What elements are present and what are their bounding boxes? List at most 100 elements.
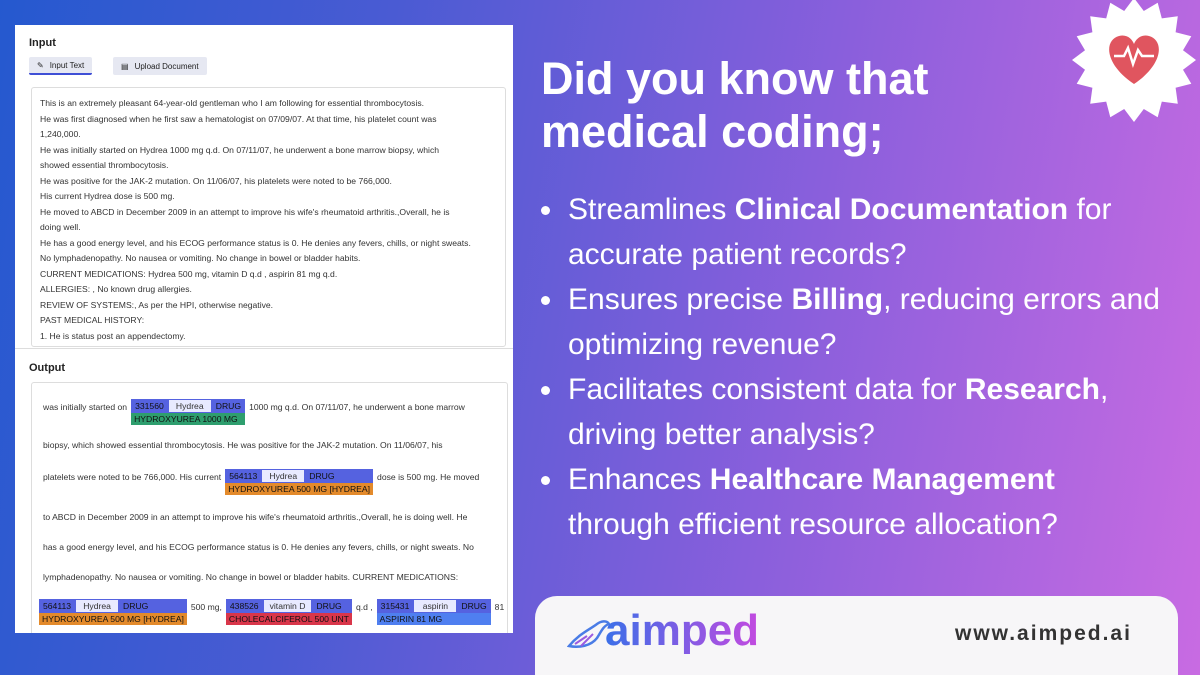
bullet-text: through efficient resource allocation? (568, 508, 1058, 541)
input-line: ALLERGIES: , No known drug allergies. (40, 284, 192, 294)
bullet-bold: Research (964, 373, 1100, 406)
logo-text: aimped (605, 606, 760, 655)
input-line: CURRENT MEDICATIONS: Hydrea 500 mg, vita… (40, 268, 338, 279)
bullet: Ensures precise Billing, reducing errors… (541, 277, 1161, 367)
bullet-text: Enhances (568, 463, 710, 496)
website-url[interactable]: www.aimped.ai (955, 622, 1132, 645)
input-line: He was first diagnosed when he first saw… (40, 113, 437, 124)
bullet-bold: Healthcare Management (709, 463, 1055, 496)
entity[interactable]: 315431 aspirin DRUG ASPIRIN 81 MG (376, 599, 491, 625)
badge (1072, 0, 1196, 122)
entity-header: 315431 aspirin DRUG (376, 599, 491, 613)
input-line: doing well. (40, 222, 81, 232)
entity-code: 438526 (229, 601, 259, 611)
entity-label: HYDROXYUREA 500 MG [HYDREA] (225, 483, 374, 495)
entity-header: 331560 Hydrea DRUG (131, 399, 246, 413)
output-text: 1000 mg q.d. On 07/11/07, he underwent a… (249, 402, 465, 412)
input-line: He was positive for the JAK-2 mutation. … (40, 175, 392, 186)
entity[interactable]: 331560 Hydrea DRUG HYDROXYUREA 1000 MG (131, 399, 246, 425)
output-row: lymphadenopathy. No nausea or vomiting. … (39, 569, 462, 582)
icon: ✎ (37, 60, 44, 70)
tab-label[interactable]: Upload Document (134, 61, 199, 71)
pulse (1114, 44, 1154, 68)
entity-code: 564113 (43, 601, 72, 611)
input-line: His current Hydrea dose is 500 mg. (40, 191, 175, 201)
divider (15, 348, 513, 349)
entity-header: 564113 Hydrea DRUG (225, 469, 374, 483)
entity-code: 564113 (229, 471, 258, 481)
entity-header: 438526 vitamin D DRUG (225, 599, 352, 613)
input-line: 1,240,000. (40, 129, 81, 139)
output-row: has a good energy level, and his ECOG pe… (39, 539, 478, 552)
entity-code: 315431 (380, 601, 410, 611)
bullet: Streamlines Clinical Documentation for a… (541, 187, 1161, 277)
headline: Did you know that medical coding; (541, 52, 929, 158)
input-textarea[interactable]: This is an extremely pleasant 64-year-ol… (31, 87, 506, 347)
bullet: Facilitates consistent data for Research… (541, 367, 1161, 457)
tab-label[interactable]: Input Text (49, 60, 85, 70)
entity[interactable]: 564113 Hydrea DRUG HYDROXYUREA 500 MG [HYDR… (225, 469, 374, 495)
output-box: was initially started on 331560 Hydrea DRUG… (31, 382, 508, 633)
output-text: platelets were noted to be 766,000. His … (43, 472, 222, 482)
output-row: 564113 Hydrea DRUG HYDROXYUREA 500 MG [HYDR… (39, 599, 507, 625)
entity-label: HYDROXYUREA 1000 MG (131, 413, 246, 425)
entity-word: vitamin D (263, 600, 312, 612)
entity-label: CHOLECALCIFEROL 500 UNT (225, 613, 352, 625)
input-title: Input (29, 37, 56, 49)
entity-tag: DRUG (309, 471, 335, 481)
tab[interactable]: ▤ Upload Document (113, 57, 207, 75)
output-row: to ABCD in December 2009 in an attempt t… (39, 509, 471, 522)
footer: aimped www.aimped.ai (535, 596, 1178, 675)
bullet-text: , reducing errors and optimizing revenue… (568, 283, 1160, 361)
input-line: This is an extremely pleasant 64-year-ol… (40, 98, 425, 108)
output-text: 500 mg, (190, 602, 222, 612)
output-text: has a good energy level, and his ECOG pe… (43, 542, 474, 552)
entity-word: Hydrea (168, 400, 211, 412)
bullet-list: Streamlines Clinical Documentation for a… (541, 187, 1161, 547)
output-row: platelets were noted to be 766,000. His … (39, 469, 483, 495)
output-text: biopsy, which showed essential thrombocy… (43, 440, 443, 450)
bullet-text: Facilitates consistent data for (568, 373, 965, 406)
entity-header: 564113 Hydrea DRUG (39, 599, 187, 613)
tab[interactable]: ✎ Input Text (29, 57, 93, 75)
entity-label: HYDROXYUREA 500 MG [HYDREA] (39, 613, 187, 625)
entity[interactable]: 438526 vitamin D DRUG CHOLECALCIFEROL 500 U… (225, 599, 352, 625)
entity-code: 331560 (135, 401, 164, 411)
bullet-text: Streamlines (568, 193, 735, 226)
bullet-bold: Billing (791, 283, 884, 316)
output-row: was initially started on 331560 Hydrea DRUG… (39, 399, 469, 425)
output-row: biopsy, which showed essential thrombocy… (39, 437, 447, 450)
output-text: q.d , (355, 602, 373, 612)
bullet: Enhances Healthcare Management through e… (541, 457, 1161, 547)
entity-word: Hydrea (262, 470, 305, 482)
demo-panel: Input ✎ Input Text ▤ Upload Document This … (15, 25, 513, 633)
output-text: lymphadenopathy. No nausea or vomiting. … (43, 572, 459, 582)
output-text: dose is 500 mg. He moved (377, 472, 480, 482)
input-line: He moved to ABCD in December 2009 in an … (40, 206, 450, 217)
input-line: PAST MEDICAL HISTORY: (40, 315, 145, 325)
input-line: REVIEW OF SYSTEMS:, As per the HPI, othe… (40, 299, 274, 310)
output-text: 81 (494, 602, 505, 612)
entity-word: aspirin (414, 600, 457, 612)
output-text: was initially started on (43, 402, 128, 412)
entity-word: Hydrea (76, 600, 119, 612)
input-line: 1. He is status post an appendectomy. (40, 330, 186, 341)
bullet-bold: Clinical Documentation (734, 193, 1069, 226)
entity[interactable]: 564113 Hydrea DRUG HYDROXYUREA 500 MG [HYDR… (39, 599, 187, 625)
input-line: No lymphadenopathy. No nausea or vomitin… (40, 253, 361, 263)
entity-tag: DRUG (316, 601, 342, 611)
entity-tag: DRUG (215, 401, 242, 411)
logo-bird (567, 620, 611, 648)
headline-line: Did you know that (541, 53, 929, 104)
input-line: He has a good energy level, and his ECOG… (40, 237, 471, 248)
output-text: to ABCD in December 2009 in an attempt t… (43, 512, 468, 522)
bullet-text: Ensures precise (568, 283, 792, 316)
output-title: Output (29, 362, 66, 374)
entity-label: ASPIRIN 81 MG (376, 613, 491, 625)
input-line: He was initially started on Hydrea 1000 … (40, 144, 440, 155)
bullet-text: , driving better analysis? (568, 373, 1109, 451)
entity-tag: DRUG (123, 601, 149, 611)
icon: ▤ (121, 61, 129, 71)
input-line: showed essential thrombocytosis. (40, 160, 169, 170)
